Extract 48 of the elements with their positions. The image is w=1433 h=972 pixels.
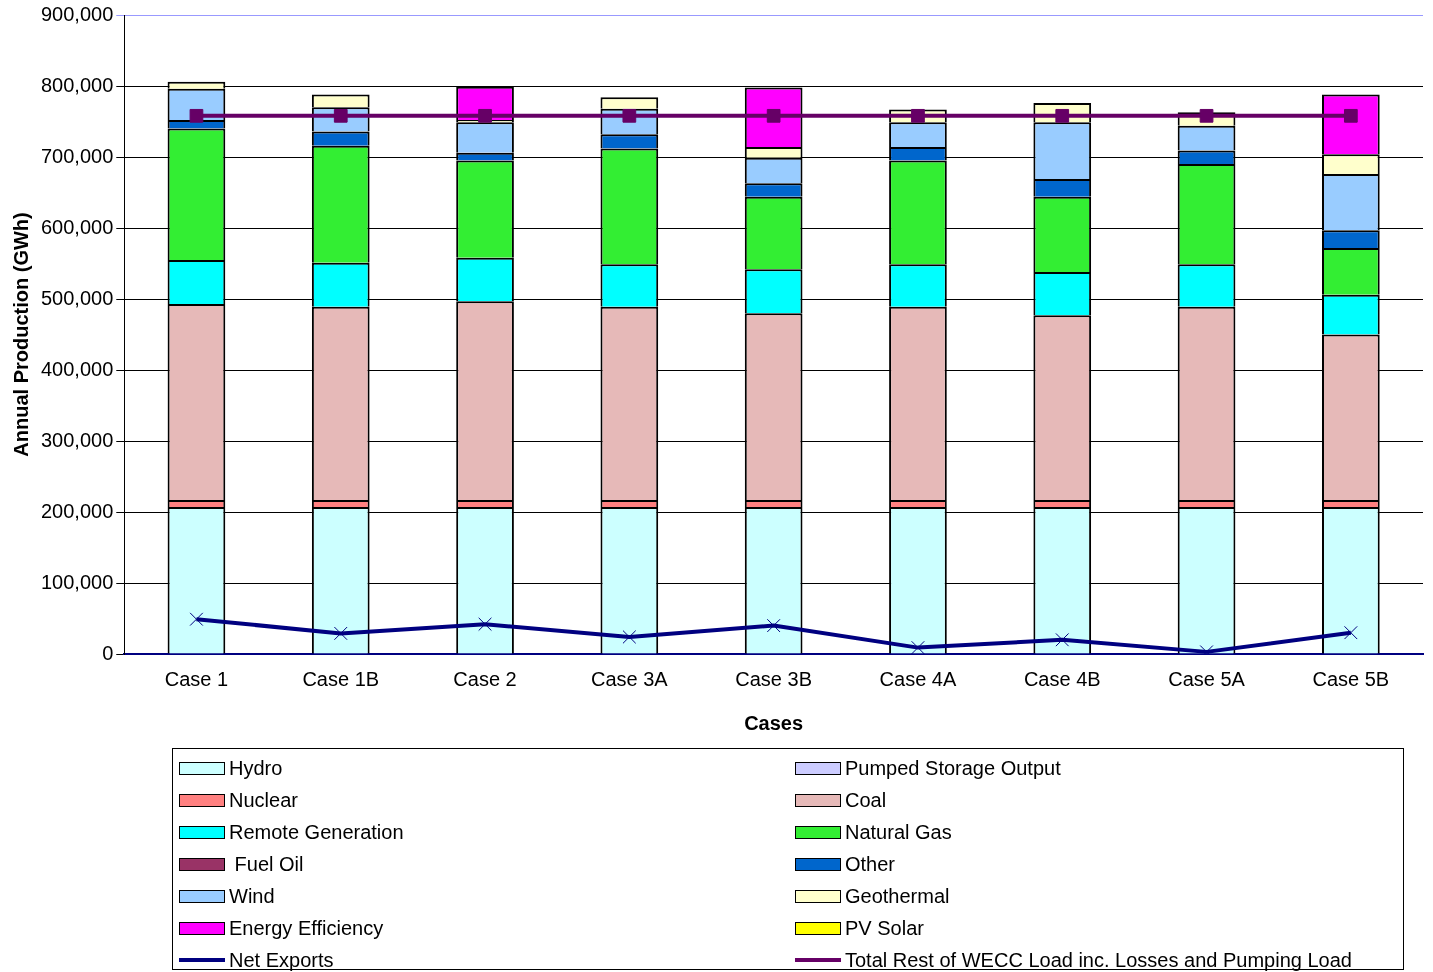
y-tick-label: 500,000	[41, 286, 114, 309]
point	[1055, 632, 1070, 647]
legend-label: Energy Efficiency	[229, 916, 384, 940]
legend-label: Coal	[845, 788, 887, 812]
legend-label: Fuel Oil	[233, 852, 304, 876]
x-axis-title: Cases	[744, 711, 804, 734]
y-tick-label: 800,000	[41, 73, 114, 96]
y-axis-title: Annual Production (GWh)	[9, 212, 32, 457]
legend-label: Total Rest of WECC Load inc. Losses and Pumping Load	[845, 948, 1352, 972]
x-tick-label: Case 4A	[879, 667, 957, 690]
legend-label: Other	[845, 852, 896, 876]
legend-label: Remote Generation	[229, 820, 404, 844]
y-tick-label: 200,000	[41, 499, 114, 522]
y-tick-label: 600,000	[41, 215, 114, 238]
point	[478, 108, 492, 123]
y-tick-label: 100,000	[41, 570, 114, 593]
x-tick-label: Case 2	[453, 667, 517, 690]
legend-label: Hydro	[229, 756, 283, 780]
x-tick-label: Case 1	[164, 667, 229, 690]
point	[189, 108, 204, 123]
y-tick-label: 300,000	[41, 428, 114, 451]
point	[333, 626, 348, 641]
y-tick-label: 0	[102, 641, 114, 664]
point	[766, 618, 781, 633]
point	[911, 108, 925, 123]
point	[911, 640, 925, 654]
x-tick-label: Case 3A	[590, 667, 669, 690]
point	[189, 612, 204, 627]
point	[1199, 108, 1214, 123]
point	[622, 630, 637, 644]
legend-label: Net Exports	[229, 948, 334, 972]
x-tick-label: Case 5B	[1312, 667, 1390, 690]
point	[478, 617, 492, 632]
y-tick-label: 900,000	[41, 2, 114, 25]
legend-label: Natural Gas	[845, 820, 952, 844]
x-tick-label: Case 1B	[302, 667, 380, 690]
y-tick-label: 700,000	[41, 144, 114, 167]
point	[1343, 108, 1358, 123]
x-tick-label: Case 4B	[1023, 667, 1101, 690]
x-tick-label: Case 3B	[735, 667, 813, 690]
legend-label: Wind	[229, 884, 275, 908]
point	[1343, 625, 1358, 640]
legend-label: Geothermal	[845, 884, 950, 908]
y-tick-label: 400,000	[41, 357, 114, 380]
legend-label: Nuclear	[229, 788, 298, 812]
x-tick-label: Case 5A	[1168, 667, 1246, 690]
legend-label: PV Solar	[845, 916, 924, 940]
legend-label: Pumped Storage Output	[845, 756, 1061, 780]
